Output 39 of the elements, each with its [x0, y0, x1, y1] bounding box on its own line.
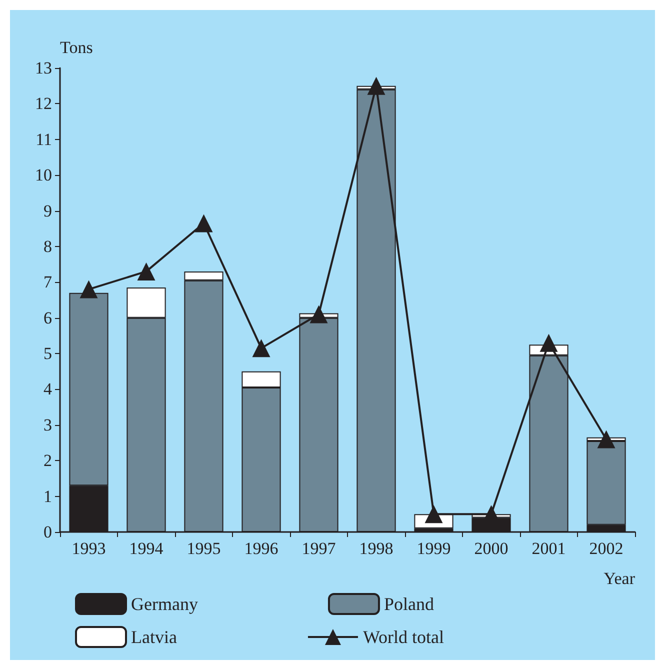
- x-tick-label: 1996: [244, 539, 278, 558]
- point: [137, 262, 156, 280]
- point: [367, 76, 386, 95]
- point: [540, 334, 558, 352]
- y-tick-label: 9: [44, 201, 52, 220]
- point: [80, 280, 98, 298]
- x-tick-label: 1995: [186, 539, 221, 558]
- x-tick-label: 1997: [302, 539, 336, 558]
- x-tick-label: 1993: [72, 539, 106, 558]
- y-tick-label: 2: [44, 451, 52, 470]
- y-tick-label: 0: [44, 522, 52, 542]
- y-tick-label: 1: [44, 486, 52, 506]
- y-tick-label: 10: [35, 166, 52, 185]
- y-tick-label: 11: [36, 130, 52, 149]
- legend-label: Germany: [131, 594, 198, 614]
- y-tick-label: 5: [44, 344, 52, 364]
- y-tick-label: 4: [44, 380, 52, 399]
- y-tick-label: 12: [35, 94, 52, 114]
- legend-label: Poland: [384, 594, 434, 614]
- y-tick-label: 7: [44, 272, 52, 292]
- x-tick-label: 2001: [532, 539, 566, 558]
- y-tick-label: 3: [44, 415, 52, 434]
- point: [424, 505, 443, 524]
- x-tick-label: 1999: [416, 539, 451, 558]
- y-tick-label: 6: [44, 308, 52, 328]
- x-tick-label: 1998: [359, 539, 394, 558]
- legend-label: World total: [362, 627, 444, 647]
- x-axis-title: Year: [604, 569, 636, 588]
- point: [597, 430, 616, 448]
- x-tick-label: 1994: [129, 539, 164, 558]
- point: [252, 339, 270, 358]
- point: [194, 214, 213, 232]
- x-tick-label: 2000: [474, 539, 508, 558]
- point: [310, 305, 328, 324]
- y-tick-label: 8: [44, 236, 52, 256]
- x-tick-label: 2002: [589, 539, 624, 558]
- y-axis-title: Tons: [60, 38, 93, 57]
- y-tick-label: 13: [35, 58, 52, 78]
- legend-label: Latvia: [131, 627, 177, 647]
